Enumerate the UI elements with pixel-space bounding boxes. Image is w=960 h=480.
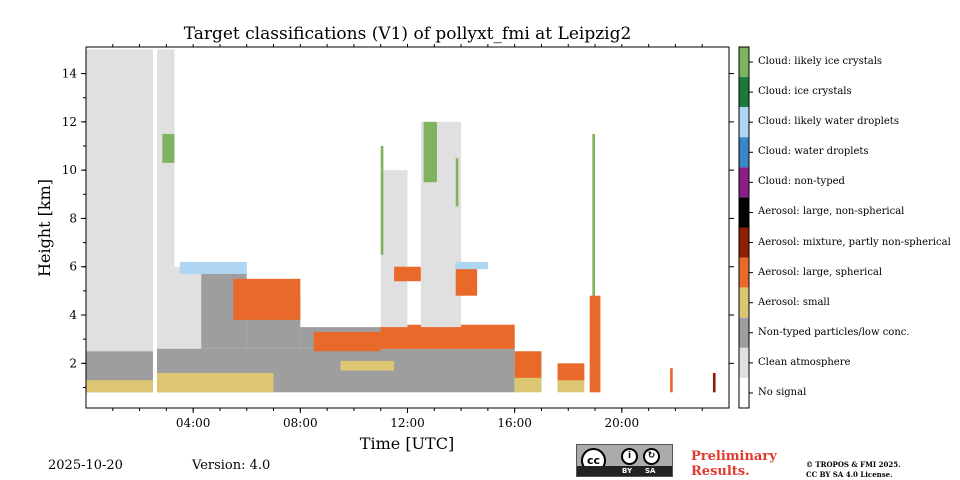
class-region: [455, 264, 478, 296]
legend-label: Aerosol: large, spherical: [758, 266, 883, 278]
x-tick-label: 20:00: [605, 416, 640, 430]
legend-label: Non-typed particles/low conc.: [758, 326, 910, 338]
colorbar-swatch: [739, 167, 749, 198]
class-region: [156, 372, 274, 393]
class-region: [589, 295, 601, 393]
class-region: [423, 121, 437, 183]
x-tick-label: 08:00: [283, 416, 318, 430]
preliminary-line-1: Preliminary: [691, 449, 777, 464]
y-tick-label: 12: [62, 115, 77, 129]
colorbar-swatch: [739, 377, 749, 408]
preliminary-notice: Preliminary Results.: [691, 449, 777, 479]
class-region: [380, 146, 384, 255]
legend-label: Cloud: water droplets: [758, 146, 869, 158]
x-tick-label: 04:00: [176, 416, 211, 430]
colorbar-swatch: [739, 197, 749, 228]
cc-sa-label: SA: [645, 467, 656, 475]
class-region: [557, 377, 585, 393]
x-axis: 04:00 08:00 12:00 16:00 20:00: [112, 44, 703, 430]
y-tick-label: 2: [69, 356, 77, 370]
colorbar-swatch: [739, 257, 749, 288]
chart-title: Target classifications (V1) of pollyxt_f…: [183, 24, 632, 44]
class-region: [394, 266, 421, 282]
legend-label: Aerosol: mixture, partly non-spherical: [758, 236, 951, 248]
class-region: [380, 324, 515, 349]
footer-date: 2025-10-20: [48, 458, 123, 473]
class-region: [455, 158, 459, 207]
colorbar-swatch: [739, 227, 749, 258]
legend-label: Aerosol: small: [758, 296, 830, 308]
colorbar: [738, 46, 753, 409]
colorbar-swatch: [739, 287, 749, 318]
class-region: [514, 351, 542, 378]
class-region: [455, 261, 488, 270]
copyright-line-2: CC BY SA 4.0 License.: [806, 470, 893, 479]
class-region: [557, 363, 585, 381]
copyright-notice: © TROPOS & FMI 2025. CC BY SA 4.0 Licens…: [806, 460, 901, 480]
class-region: [156, 266, 202, 352]
class-region: [179, 261, 247, 274]
class-region: [670, 368, 673, 393]
colorbar-swatch: [739, 107, 749, 138]
class-region: [313, 331, 381, 352]
y-tick-label: 4: [69, 308, 77, 322]
class-region: [86, 49, 153, 352]
y-tick-label: 8: [69, 211, 77, 225]
x-tick-label: 12:00: [390, 416, 425, 430]
cc-badge-bar: [577, 466, 672, 476]
share-alike-icon: ↻: [643, 448, 660, 465]
colorbar-frame: [738, 46, 750, 409]
class-region: [233, 278, 301, 320]
colorbar-swatch: [739, 47, 749, 78]
y-tick-label: 10: [62, 163, 77, 177]
colorbar-swatch: [739, 347, 749, 378]
y-axis: 2 4 6 8 10 12 14: [62, 67, 734, 388]
legend-label: Cloud: ice crystals: [758, 86, 852, 98]
x-axis-label: Time [UTC]: [360, 434, 454, 453]
legend-label: Clean atmosphere: [758, 356, 851, 368]
class-region: [514, 372, 542, 393]
class-region: [340, 360, 395, 371]
copyright-line-1: © TROPOS & FMI 2025.: [806, 460, 901, 469]
y-tick-label: 14: [62, 67, 78, 81]
plot-regions: [86, 49, 716, 393]
y-tick-label: 6: [69, 260, 77, 274]
y-axis-label: Height [km]: [35, 179, 54, 277]
legend-label: Cloud: likely water droplets: [758, 116, 899, 128]
attribution-icon: i: [621, 448, 638, 465]
class-region: [162, 133, 175, 163]
legend-label: No signal: [758, 386, 807, 398]
colorbar-swatch: [739, 317, 749, 348]
x-tick-label: 16:00: [497, 416, 532, 430]
class-region: [712, 372, 716, 393]
legend-label: Cloud: likely ice crystals: [758, 56, 883, 68]
cc-license-badge: cc i ↻ BY SA: [576, 444, 673, 477]
class-region: [86, 380, 153, 393]
class-region: [380, 170, 408, 328]
colorbar-swatch: [739, 137, 749, 168]
legend-label: Cloud: non-typed: [758, 176, 845, 188]
preliminary-line-2: Results.: [691, 464, 750, 479]
colorbar-swatch: [739, 77, 749, 108]
class-region: [592, 133, 596, 303]
cc-by-label: BY: [622, 467, 633, 475]
footer-version: Version: 4.0: [192, 458, 271, 473]
legend-label: Aerosol: large, non-spherical: [758, 206, 905, 218]
